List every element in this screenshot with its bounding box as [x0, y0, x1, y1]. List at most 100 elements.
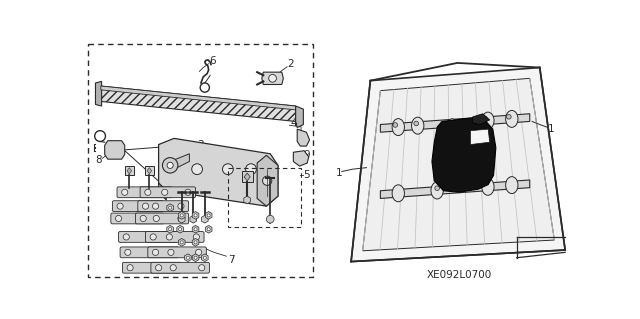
- Text: 5: 5: [303, 170, 310, 180]
- Polygon shape: [159, 138, 278, 206]
- Circle shape: [196, 249, 202, 256]
- Text: 1: 1: [548, 124, 555, 134]
- Polygon shape: [432, 117, 496, 192]
- Circle shape: [122, 189, 128, 195]
- Circle shape: [193, 234, 200, 240]
- Circle shape: [156, 265, 162, 271]
- Text: 9: 9: [303, 150, 310, 160]
- Polygon shape: [174, 154, 189, 169]
- Circle shape: [162, 189, 168, 195]
- Circle shape: [168, 228, 172, 231]
- Polygon shape: [167, 204, 173, 211]
- Circle shape: [152, 249, 159, 256]
- Circle shape: [194, 241, 197, 244]
- Circle shape: [125, 249, 131, 256]
- Ellipse shape: [482, 178, 494, 195]
- Text: 1: 1: [335, 168, 342, 178]
- Circle shape: [117, 203, 123, 209]
- FancyBboxPatch shape: [151, 262, 209, 273]
- Polygon shape: [257, 155, 278, 206]
- FancyBboxPatch shape: [117, 187, 172, 198]
- Polygon shape: [192, 239, 199, 246]
- Polygon shape: [177, 226, 184, 233]
- Text: 7: 7: [228, 255, 235, 265]
- Polygon shape: [159, 183, 166, 200]
- Bar: [242, 172, 253, 182]
- Polygon shape: [470, 129, 490, 145]
- Polygon shape: [192, 226, 199, 233]
- Circle shape: [145, 189, 151, 195]
- Circle shape: [143, 203, 148, 209]
- Ellipse shape: [506, 177, 518, 194]
- Polygon shape: [202, 254, 208, 262]
- Circle shape: [180, 214, 183, 217]
- Circle shape: [483, 116, 487, 121]
- Circle shape: [178, 215, 184, 221]
- Circle shape: [163, 158, 178, 173]
- Circle shape: [150, 234, 156, 240]
- Polygon shape: [101, 86, 296, 110]
- Circle shape: [269, 74, 276, 82]
- Ellipse shape: [431, 182, 444, 199]
- Polygon shape: [363, 78, 554, 251]
- Circle shape: [186, 256, 189, 259]
- Polygon shape: [244, 173, 250, 181]
- Polygon shape: [205, 226, 212, 233]
- Circle shape: [506, 115, 511, 119]
- Circle shape: [168, 249, 174, 256]
- Circle shape: [166, 234, 172, 240]
- FancyBboxPatch shape: [122, 262, 181, 273]
- FancyBboxPatch shape: [120, 247, 179, 258]
- Polygon shape: [127, 168, 132, 174]
- Polygon shape: [101, 86, 296, 122]
- Circle shape: [393, 123, 397, 127]
- Text: 8: 8: [95, 155, 102, 165]
- Polygon shape: [147, 168, 152, 174]
- Circle shape: [179, 228, 182, 231]
- Circle shape: [140, 215, 147, 221]
- Circle shape: [167, 162, 173, 168]
- Bar: [145, 166, 154, 175]
- Text: 3: 3: [198, 139, 204, 150]
- Circle shape: [262, 176, 272, 185]
- FancyBboxPatch shape: [140, 187, 196, 198]
- Circle shape: [185, 189, 191, 195]
- Polygon shape: [380, 114, 530, 132]
- Polygon shape: [262, 72, 284, 85]
- Polygon shape: [293, 151, 308, 166]
- Ellipse shape: [392, 119, 404, 136]
- Polygon shape: [202, 215, 208, 223]
- Polygon shape: [95, 81, 102, 106]
- Bar: [228, 168, 301, 227]
- Circle shape: [461, 184, 467, 189]
- Polygon shape: [473, 114, 490, 124]
- Circle shape: [194, 228, 197, 231]
- Circle shape: [178, 203, 184, 209]
- Ellipse shape: [392, 185, 404, 202]
- Polygon shape: [179, 211, 185, 219]
- Polygon shape: [184, 254, 191, 262]
- Circle shape: [207, 214, 210, 217]
- Circle shape: [204, 256, 206, 259]
- Ellipse shape: [412, 117, 424, 134]
- Text: 4: 4: [290, 118, 297, 128]
- Circle shape: [435, 186, 440, 190]
- Polygon shape: [192, 211, 199, 219]
- Circle shape: [246, 164, 257, 174]
- Polygon shape: [351, 68, 565, 262]
- Circle shape: [153, 215, 159, 221]
- FancyBboxPatch shape: [136, 213, 189, 224]
- Bar: [88, 44, 312, 277]
- Polygon shape: [167, 226, 173, 233]
- Circle shape: [115, 215, 122, 221]
- FancyBboxPatch shape: [113, 201, 163, 211]
- Circle shape: [266, 215, 274, 223]
- FancyBboxPatch shape: [138, 201, 189, 211]
- Circle shape: [207, 228, 210, 231]
- Bar: [125, 166, 134, 175]
- Polygon shape: [296, 106, 303, 128]
- Polygon shape: [179, 239, 185, 246]
- Circle shape: [198, 265, 205, 271]
- Polygon shape: [297, 129, 310, 146]
- Circle shape: [192, 164, 202, 174]
